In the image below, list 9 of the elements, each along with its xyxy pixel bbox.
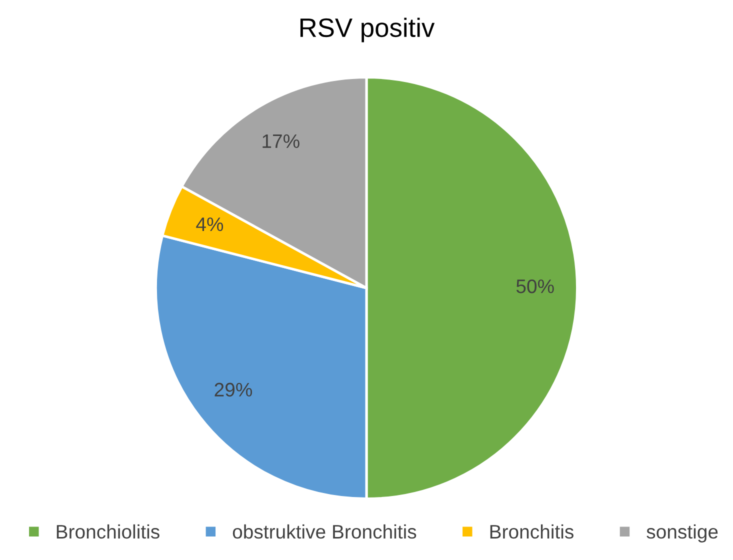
legend-label: Bronchiolitis — [56, 524, 160, 539]
data-label: 17% — [262, 134, 300, 148]
legend-label: Bronchitis — [490, 524, 574, 539]
legend-label: sonstige — [646, 524, 718, 542]
legend-label: obstruktive Bronchitis — [232, 524, 416, 539]
data-label: 29% — [214, 382, 252, 397]
data-label: 4% — [196, 217, 224, 232]
chart-title: RSV positiv — [300, 18, 435, 42]
data-label: 50% — [516, 279, 554, 294]
